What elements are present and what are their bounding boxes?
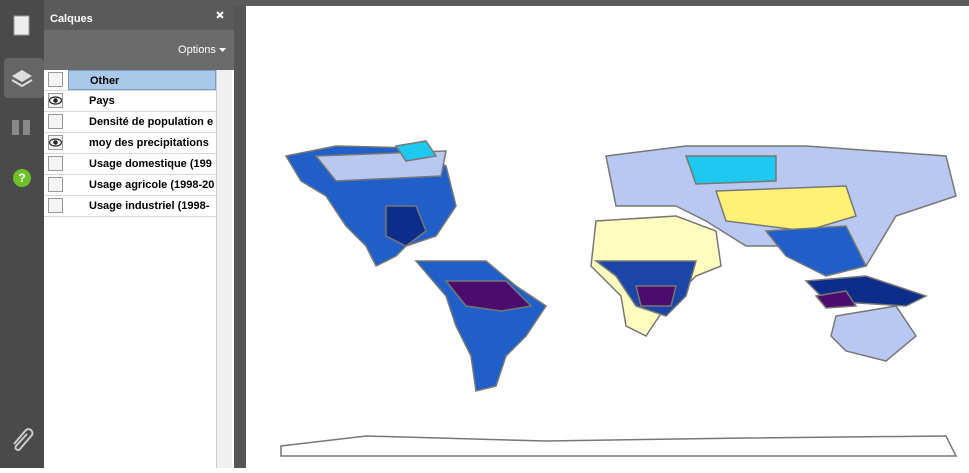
world-map xyxy=(280,140,958,457)
layer-list: Other Pays Densité de population e moy des … xyxy=(44,70,216,468)
layer-row[interactable]: Densité de population e xyxy=(44,112,216,133)
visibility-toggle[interactable] xyxy=(48,72,63,87)
layer-name: Other xyxy=(68,70,216,90)
layers-icon xyxy=(12,70,32,82)
pages-icon[interactable] xyxy=(13,15,30,36)
attachment-icon[interactable] xyxy=(13,428,34,451)
layer-name: Pays xyxy=(89,95,115,107)
layer-row[interactable]: Other xyxy=(44,70,216,91)
panel-title: Calques xyxy=(50,13,93,25)
options-menu[interactable]: Options xyxy=(178,44,216,56)
visibility-toggle[interactable] xyxy=(48,156,63,171)
layer-row[interactable]: Usage industriel (1998- xyxy=(44,196,216,217)
eye-icon xyxy=(48,96,63,105)
visibility-toggle[interactable] xyxy=(48,93,63,108)
help-icon[interactable] xyxy=(13,169,31,187)
layer-name: Densité de population e xyxy=(89,116,214,128)
visibility-toggle[interactable] xyxy=(48,114,63,129)
binocular-icon xyxy=(23,120,30,135)
panel-header: Calques xyxy=(44,6,234,30)
layer-name: Usage agricole (1998-20 xyxy=(89,179,215,191)
layer-row[interactable]: moy des precipitations xyxy=(44,133,216,154)
visibility-toggle[interactable] xyxy=(48,198,63,213)
layers-panel: Calques Options Other Pays Densité de popu… xyxy=(44,6,234,468)
layer-row[interactable]: Pays xyxy=(44,91,216,112)
splitter[interactable] xyxy=(234,6,246,468)
layer-name: moy des precipitations xyxy=(89,137,209,149)
dropdown-arrow xyxy=(219,48,226,52)
visibility-toggle[interactable] xyxy=(48,177,63,192)
layers-icon xyxy=(11,79,33,88)
close-button[interactable] xyxy=(216,11,224,19)
eye-icon xyxy=(48,138,63,147)
help-mark: ? xyxy=(18,171,25,185)
layer-row[interactable]: Usage domestique (199 xyxy=(44,154,216,175)
layer-row[interactable]: Usage agricole (1998-20 xyxy=(44,175,216,196)
options-bar: Options xyxy=(44,30,234,70)
layer-name: Usage industriel (1998- xyxy=(89,200,210,212)
visibility-toggle[interactable] xyxy=(48,135,63,150)
sidebar: ? xyxy=(0,0,44,468)
top-bar xyxy=(0,0,969,6)
map-page xyxy=(280,140,958,457)
scrollbar[interactable] xyxy=(216,70,232,468)
binocular-icon[interactable] xyxy=(12,120,19,135)
sidebar-icons: ? xyxy=(4,15,44,451)
layer-name: Usage domestique (199 xyxy=(89,158,212,170)
